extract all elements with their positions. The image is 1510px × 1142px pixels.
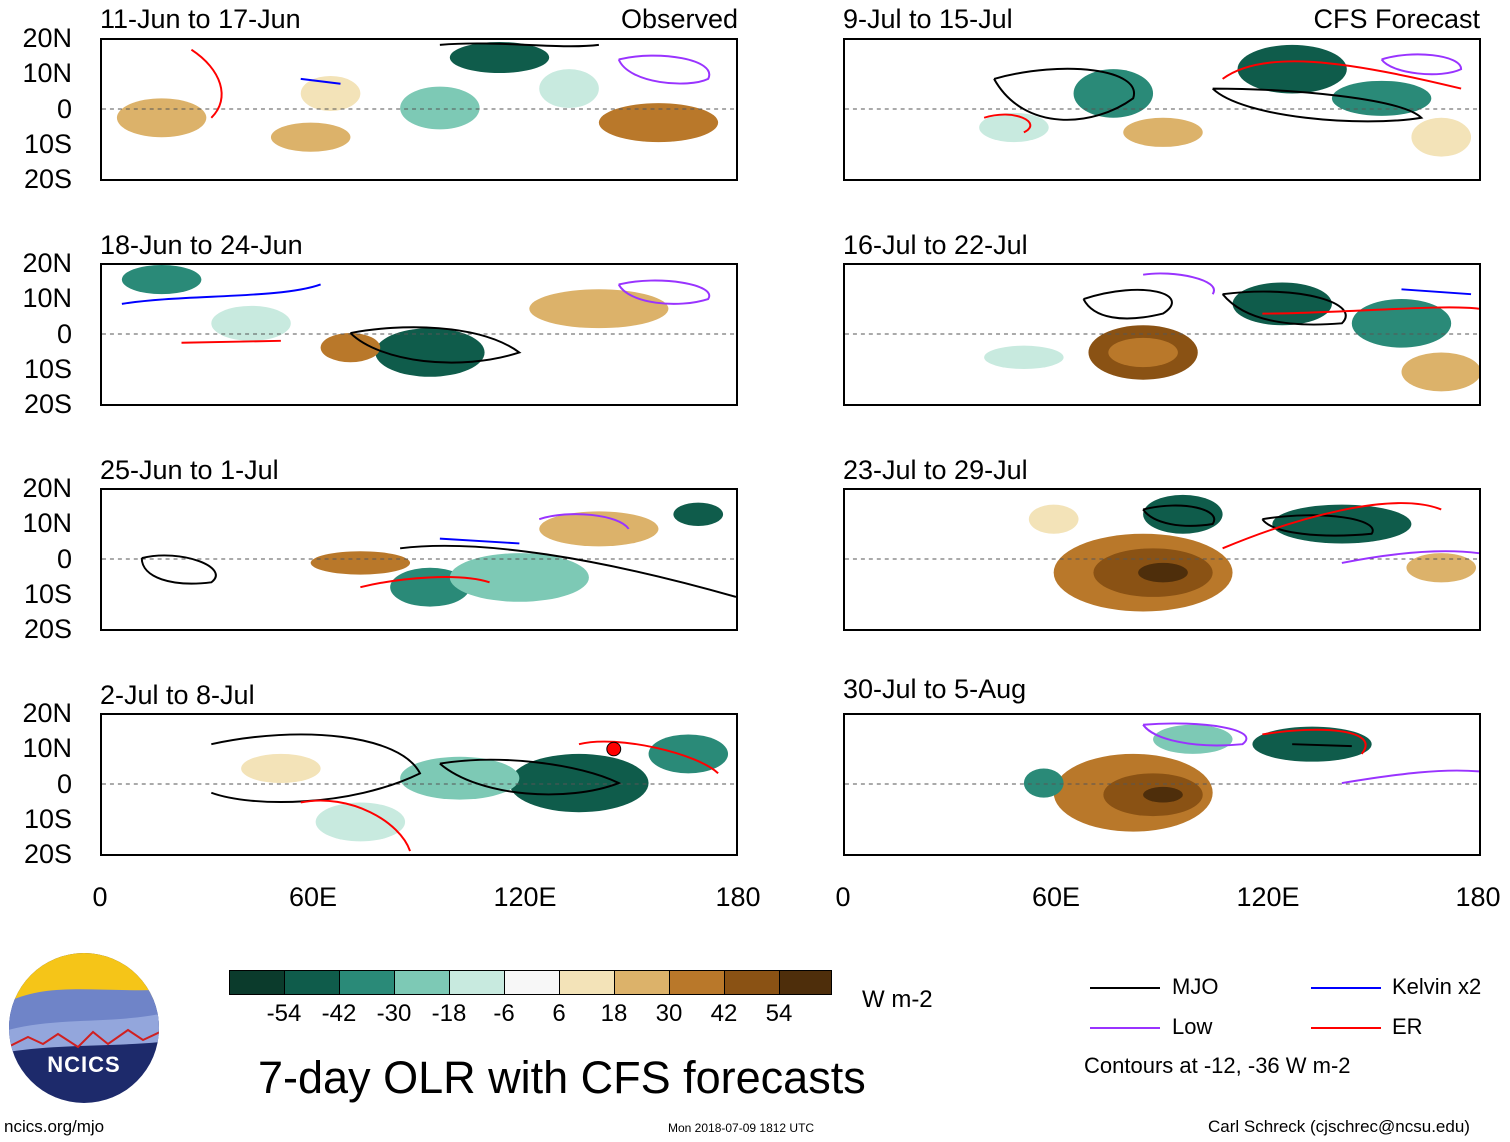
lon-label: 0 xyxy=(835,882,851,912)
lon-label: 60E xyxy=(288,882,338,912)
legend-label-kelvin: Kelvin x2 xyxy=(1392,974,1482,999)
panel-1-title: 11-Jun to 17-Jun xyxy=(100,4,301,34)
colorbar-tick: -30 xyxy=(376,1000,412,1027)
lon-label: 0 xyxy=(92,882,108,912)
lat-label: 20N xyxy=(22,23,72,53)
colorbar-swatch xyxy=(614,970,670,995)
colorbar-unit: W m-2 xyxy=(862,986,933,1013)
lat-label: 10N xyxy=(22,733,72,763)
colorbar-swatch xyxy=(284,970,340,995)
lat-label: 10S xyxy=(23,804,72,834)
legend-line-low xyxy=(1090,1027,1160,1029)
figure-title: 7-day OLR with CFS forecasts xyxy=(258,1052,866,1103)
lat-label: 20N xyxy=(22,698,72,728)
colorbar-swatch xyxy=(449,970,505,995)
lat-label: 20N xyxy=(22,473,72,503)
panel-7-map xyxy=(100,713,738,856)
panel-4-map xyxy=(843,263,1481,406)
legend-label-er: ER xyxy=(1392,1014,1423,1039)
colorbar-tick: -6 xyxy=(493,1000,515,1027)
legend-line-er xyxy=(1311,1027,1381,1029)
legend-line-mjo xyxy=(1090,987,1160,989)
lon-label: 180 xyxy=(1455,882,1501,912)
lat-label: 10S xyxy=(23,579,72,609)
logo-text: NCICS xyxy=(47,1052,121,1077)
lat-label: 10S xyxy=(23,354,72,384)
panel-2-title: 9-Jul to 15-Jul xyxy=(843,4,1013,34)
colorbar-tick: 6 xyxy=(552,1000,566,1027)
colorbar-swatch xyxy=(339,970,395,995)
lat-label: 10S xyxy=(23,129,72,159)
colorbar-swatch xyxy=(779,970,832,995)
panel-8-map xyxy=(843,713,1481,856)
panel-3-map xyxy=(100,263,738,406)
lat-label: 20S xyxy=(23,614,72,644)
legend-note: Contours at -12, -36 W m-2 xyxy=(1084,1053,1351,1078)
colorbar-tick: -18 xyxy=(431,1000,467,1027)
lat-label: 0 xyxy=(56,544,72,574)
lon-label: 120E xyxy=(1236,882,1300,912)
colorbar-tick: 42 xyxy=(710,1000,738,1027)
panel-2-map xyxy=(843,38,1481,181)
lat-label: 10N xyxy=(22,58,72,88)
colorbar-swatch xyxy=(229,970,285,995)
lat-label: 20S xyxy=(23,389,72,419)
colorbar-tick: 30 xyxy=(655,1000,683,1027)
panel-1-map xyxy=(100,38,738,181)
lat-label: 0 xyxy=(56,94,72,124)
colorbar xyxy=(229,970,832,995)
legend-label-low: Low xyxy=(1172,1014,1213,1039)
panel-6-map xyxy=(843,488,1481,631)
panel-5-title: 25-Jun to 1-Jul xyxy=(100,455,279,485)
lat-label: 0 xyxy=(56,319,72,349)
colorbar-swatch xyxy=(504,970,560,995)
lat-label: 10N xyxy=(22,283,72,313)
lat-label: 0 xyxy=(56,769,72,799)
panel-6-title: 23-Jul to 29-Jul xyxy=(843,455,1028,485)
panel-5-map xyxy=(100,488,738,631)
colorbar-tick: 18 xyxy=(600,1000,628,1027)
lon-label: 180 xyxy=(715,882,761,912)
lat-label: 10N xyxy=(22,508,72,538)
lon-label: 120E xyxy=(493,882,557,912)
panel-1-tag: Observed xyxy=(620,4,738,34)
ncics-logo: NCICS xyxy=(8,952,160,1104)
legend-line-kelvin xyxy=(1311,987,1381,989)
footer-timestamp: Mon 2018-07-09 1812 UTC xyxy=(668,1121,815,1135)
colorbar-tick: 54 xyxy=(765,1000,793,1027)
colorbar-swatch xyxy=(669,970,725,995)
footer-author: Carl Schreck (cjschrec@ncsu.edu) xyxy=(1208,1117,1470,1136)
colorbar-swatch xyxy=(559,970,615,995)
panel-8-title: 30-Jul to 5-Aug xyxy=(843,674,1027,704)
colorbar-swatch xyxy=(394,970,450,995)
colorbar-tick: -42 xyxy=(321,1000,357,1027)
lat-label: 20S xyxy=(23,839,72,869)
lat-label: 20N xyxy=(22,248,72,278)
panel-2-tag: CFS Forecast xyxy=(1313,4,1480,34)
panel-7-title: 2-Jul to 8-Jul xyxy=(100,680,255,710)
colorbar-tick: -54 xyxy=(266,1000,302,1027)
legend-label-mjo: MJO xyxy=(1172,974,1219,999)
footer-url: ncics.org/mjo xyxy=(4,1117,105,1136)
colorbar-swatch xyxy=(724,970,780,995)
lat-label: 20S xyxy=(23,164,72,194)
lon-label: 60E xyxy=(1031,882,1081,912)
panel-4-title: 16-Jul to 22-Jul xyxy=(843,230,1028,260)
panel-3-title: 18-Jun to 24-Jun xyxy=(100,230,303,260)
